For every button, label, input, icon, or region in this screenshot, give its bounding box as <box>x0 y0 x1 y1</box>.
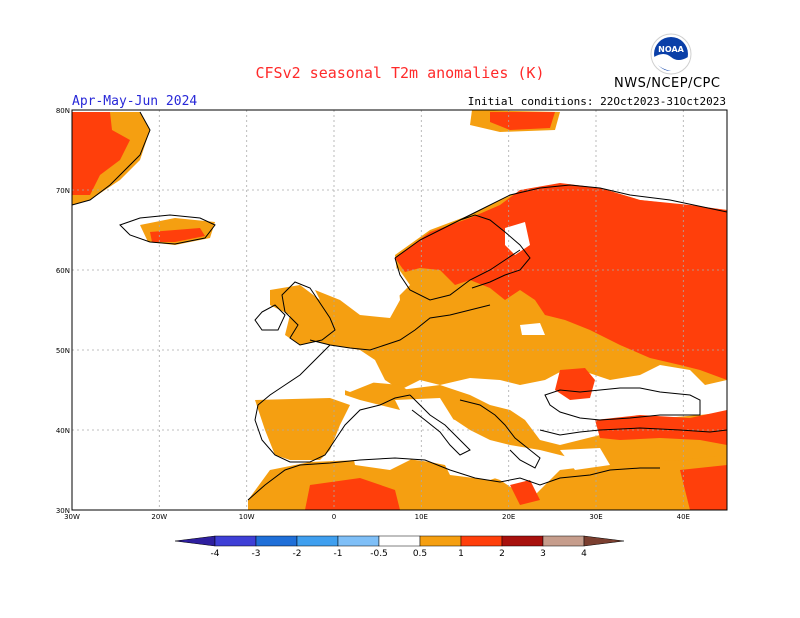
colorbar: -4 -3 -2 -1 -0.5 0.5 1 2 3 4 <box>174 535 625 559</box>
colorbar-swatch <box>337 535 380 547</box>
colorbar-swatch <box>214 535 257 547</box>
colorbar-swatch <box>296 535 339 547</box>
map-title: CFSv2 seasonal T2m anomalies (K) <box>255 64 545 82</box>
coastlines <box>71 111 728 501</box>
colorbar-arrow-high <box>583 535 625 547</box>
lon-labels: 30W 20W 10W 0 10E 20E 30E 40E <box>64 513 690 521</box>
lat-label-40n: 40N <box>56 427 70 435</box>
colorbar-swatch <box>378 535 421 547</box>
anomaly-red <box>72 112 727 510</box>
colorbar-tick-label: -1 <box>334 549 343 559</box>
colorbar-tick-label: 4 <box>581 549 587 559</box>
lon-label-20e: 20E <box>502 513 515 521</box>
lat-label-70n: 70N <box>56 187 70 195</box>
lon-label-10w: 10W <box>239 513 255 521</box>
lon-label-0: 0 <box>332 513 336 521</box>
noaa-logo-icon: NOAA <box>650 33 692 75</box>
lon-label-10e: 10E <box>415 513 428 521</box>
colorbar-tick-label: 2 <box>499 549 505 559</box>
initial-conditions: Initial conditions: 22Oct2023-31Oct2023 <box>467 95 726 108</box>
colorbar-swatch <box>255 535 298 547</box>
anomaly-shading <box>72 110 727 510</box>
colorbar-swatch <box>501 535 544 547</box>
lat-labels: 80N 70N 60N 50N 40N 30N <box>56 107 70 515</box>
map-frame <box>71 109 728 511</box>
lat-label-60n: 60N <box>56 267 70 275</box>
colorbar-tick-label: 0.5 <box>413 549 427 559</box>
colorbar-tick-label: -3 <box>252 549 261 559</box>
colorbar-tick-label: -0.5 <box>370 549 388 559</box>
colorbar-tick-label: 1 <box>458 549 464 559</box>
lon-label-30w: 30W <box>64 513 80 521</box>
colorbar-tick-label: -4 <box>211 549 220 559</box>
graticule <box>72 110 727 510</box>
lat-label-80n: 80N <box>56 107 70 115</box>
lon-label-20w: 20W <box>151 513 167 521</box>
agency-label: NWS/NCEP/CPC <box>614 76 721 91</box>
lon-label-30e: 30E <box>589 513 602 521</box>
colorbar-swatch <box>419 535 462 547</box>
colorbar-arrow-low <box>174 535 216 547</box>
colorbar-swatch <box>542 535 585 547</box>
lat-label-50n: 50N <box>56 347 70 355</box>
logo-text: NOAA <box>658 45 684 54</box>
lon-label-40e: 40E <box>677 513 690 521</box>
forecast-period: Apr-May-Jun 2024 <box>72 94 198 109</box>
colorbar-tick-label: 3 <box>540 549 546 559</box>
lat-label-30n: 30N <box>56 507 70 515</box>
colorbar-tick-label: -2 <box>293 549 302 559</box>
colorbar-swatch <box>460 535 503 547</box>
